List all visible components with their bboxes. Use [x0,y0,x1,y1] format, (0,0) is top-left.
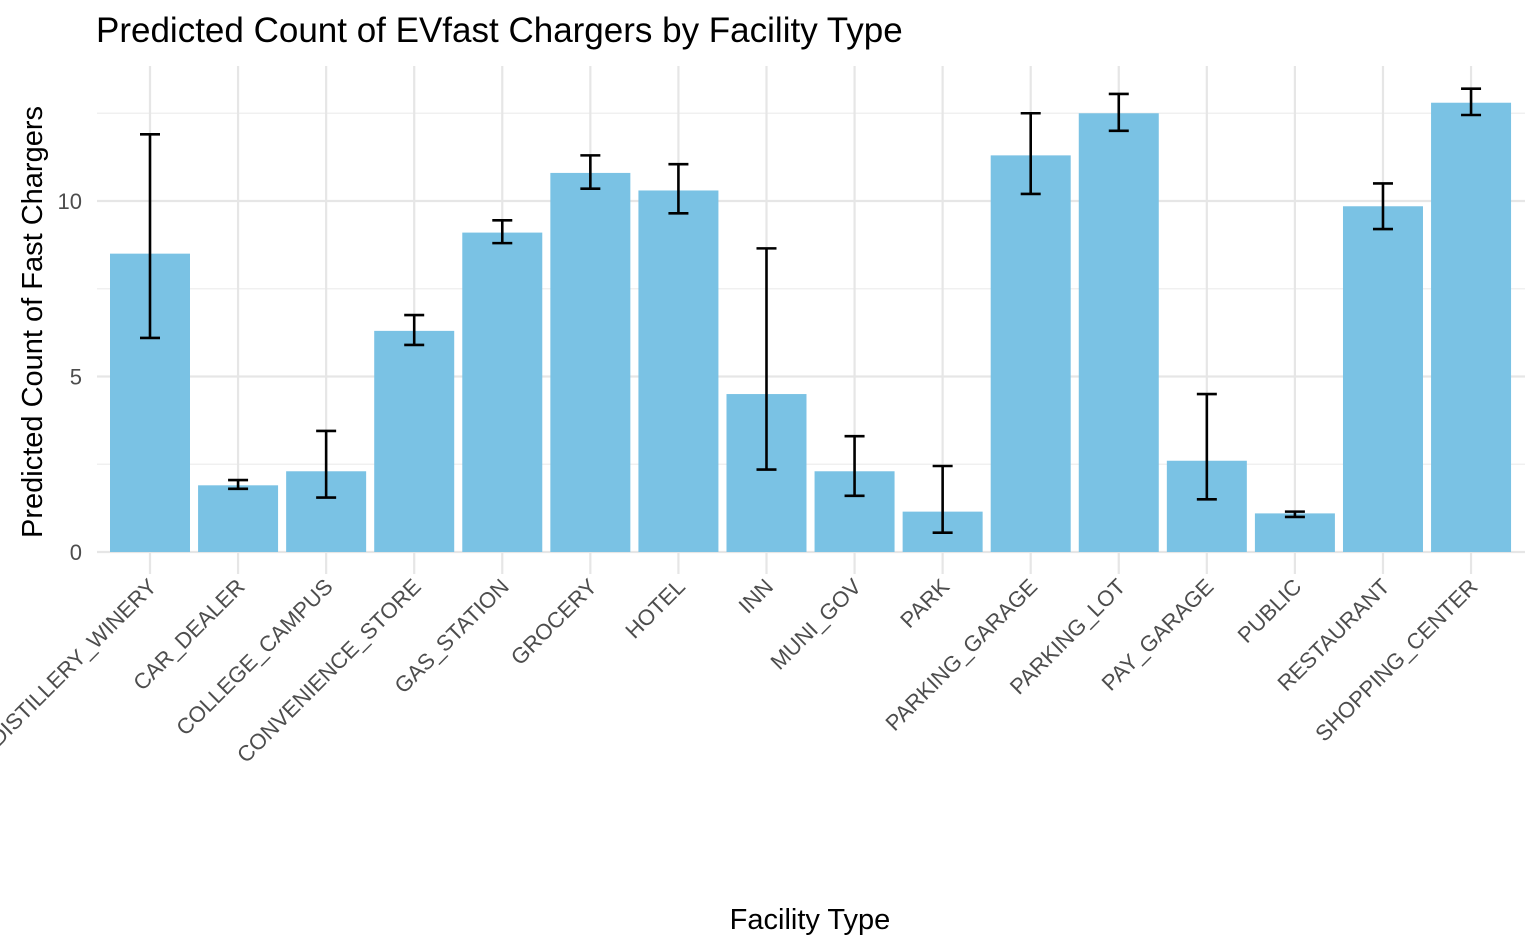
error-bar [1020,111,1041,196]
bar-convenience-store [374,330,455,552]
error-bar [756,247,777,471]
error-bar [316,429,337,499]
bar-parking-lot [1078,113,1159,552]
bar-gas-station [462,232,543,552]
y-axis-title: Predicted Count of Fast Chargers [17,106,49,538]
bar-car-dealer [198,485,279,552]
error-bar [844,434,865,498]
y-axis-ticks: 0 5 10 [58,189,82,565]
y-tick-label: 10 [58,189,82,214]
x-axis-ticks: DISTILLERY_WINERYCAR_DEALERCOLLEGE_CAMPU… [0,574,1483,768]
x-tick-label: PARK [895,574,954,633]
bar-hotel [638,190,719,552]
bar-public [1254,513,1335,552]
error-bar [668,162,689,215]
x-tick-label: SHOPPING_CENTER [1310,574,1482,746]
x-tick-label: HOTEL [620,574,690,644]
error-bar [1461,87,1482,117]
bar-grocery [550,172,631,553]
error-bar [580,154,601,191]
x-tick-label: INN [734,574,778,618]
error-bar [140,133,160,340]
x-tick-label: PARKING_GARAGE [880,574,1042,736]
error-bar [228,478,249,491]
error-bar [1108,92,1129,133]
y-tick-label: 5 [70,365,82,390]
x-axis-title: Facility Type [730,904,891,936]
error-bar [1196,392,1217,501]
error-bar [492,219,513,245]
x-tick-label: COLLEGE_CAMPUS [171,574,337,740]
bar-shopping-center [1431,102,1512,552]
error-bar [932,464,953,534]
error-bars [140,87,1482,534]
x-tick-label: DISTILLERY_WINERY [0,574,162,751]
bar-restaurant [1342,206,1423,552]
x-tick-label: MUNI_GOV [765,574,866,675]
x-tick-label: CONVENIENCE_STORE [232,574,426,768]
y-tick-label: 0 [70,540,82,565]
bars [110,102,1512,553]
bar-parking-garage [990,155,1071,552]
x-tick-label: PUBLIC [1233,574,1307,648]
x-tick-label: GROCERY [506,574,602,670]
error-bar [1372,182,1393,231]
chart-title: Predicted Count of EVfast Chargers by Fa… [96,11,903,50]
error-bar [1284,510,1305,519]
error-bar [404,313,425,347]
